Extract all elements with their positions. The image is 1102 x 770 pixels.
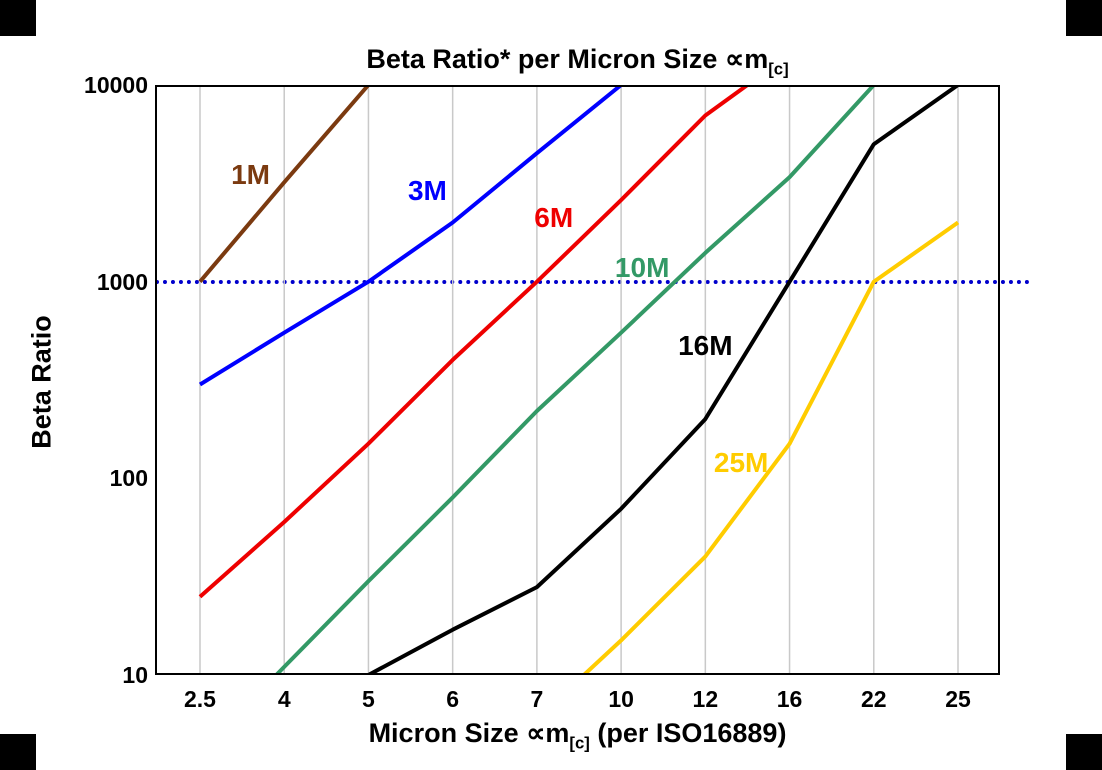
series-line-6M: [198, 83, 790, 599]
chart-title-text: Beta Ratio* per Micron Size ∝m: [366, 44, 769, 74]
y-tick-label-10: 10: [122, 662, 148, 688]
chart-canvas: [155, 83, 1000, 755]
y-tick-label-10000: 10000: [84, 72, 148, 98]
x-tick-label-2.5: 2.5: [184, 686, 216, 712]
chart-title-subscript: [c]: [768, 59, 789, 79]
series-line-25M: [535, 220, 960, 721]
x-tick-label-16: 16: [776, 686, 803, 712]
series-label-1M: 1M: [231, 158, 270, 190]
series-label-3M: 3M: [407, 174, 447, 206]
series-line-16M: [367, 83, 960, 677]
corner-marker-bottom-right: [1066, 734, 1102, 770]
series-label-16M: 16M: [678, 330, 733, 362]
corner-marker-top-left: [0, 0, 36, 36]
corner-marker-bottom-left: [0, 734, 36, 770]
x-axis-title-text: Micron Size ∝m: [368, 718, 570, 748]
series-line-10M: [198, 83, 958, 755]
x-tick-label-25: 25: [945, 686, 971, 712]
series-label-10M: 10M: [614, 251, 670, 283]
corner-marker-top-right: [1066, 0, 1102, 36]
y-axis-tick-labels: 10 100 1000 10000: [30, 0, 148, 770]
y-tick-label-1000: 1000: [96, 268, 148, 295]
chart-title: Beta Ratio* per Micron Size ∝m[c]: [155, 44, 1000, 79]
x-tick-label-12: 12: [692, 686, 719, 712]
series-label-6M: 6M: [534, 202, 574, 234]
plot-border: [155, 85, 1000, 675]
x-tick-label-10: 10: [608, 686, 634, 712]
x-axis-title: Micron Size ∝m[c] (per ISO16889): [155, 718, 1000, 753]
plot-area: [155, 83, 1000, 755]
x-axis-tick-labels: 2.5 4 5 6 7 10 12 16 22 25: [0, 686, 1102, 718]
series-label-25M: 25M: [713, 446, 769, 478]
y-tick-label-100: 100: [109, 465, 148, 492]
x-tick-label-6: 6: [446, 686, 460, 712]
x-axis-title-subscript: [c]: [569, 733, 590, 753]
x-tick-label-7: 7: [530, 686, 544, 712]
x-tick-label-5: 5: [362, 686, 375, 712]
x-tick-label-22: 22: [860, 686, 887, 712]
x-tick-label-4: 4: [277, 686, 291, 712]
x-axis-title-suffix: (per ISO16889): [589, 718, 787, 748]
reference-line-1000: [155, 279, 1030, 284]
